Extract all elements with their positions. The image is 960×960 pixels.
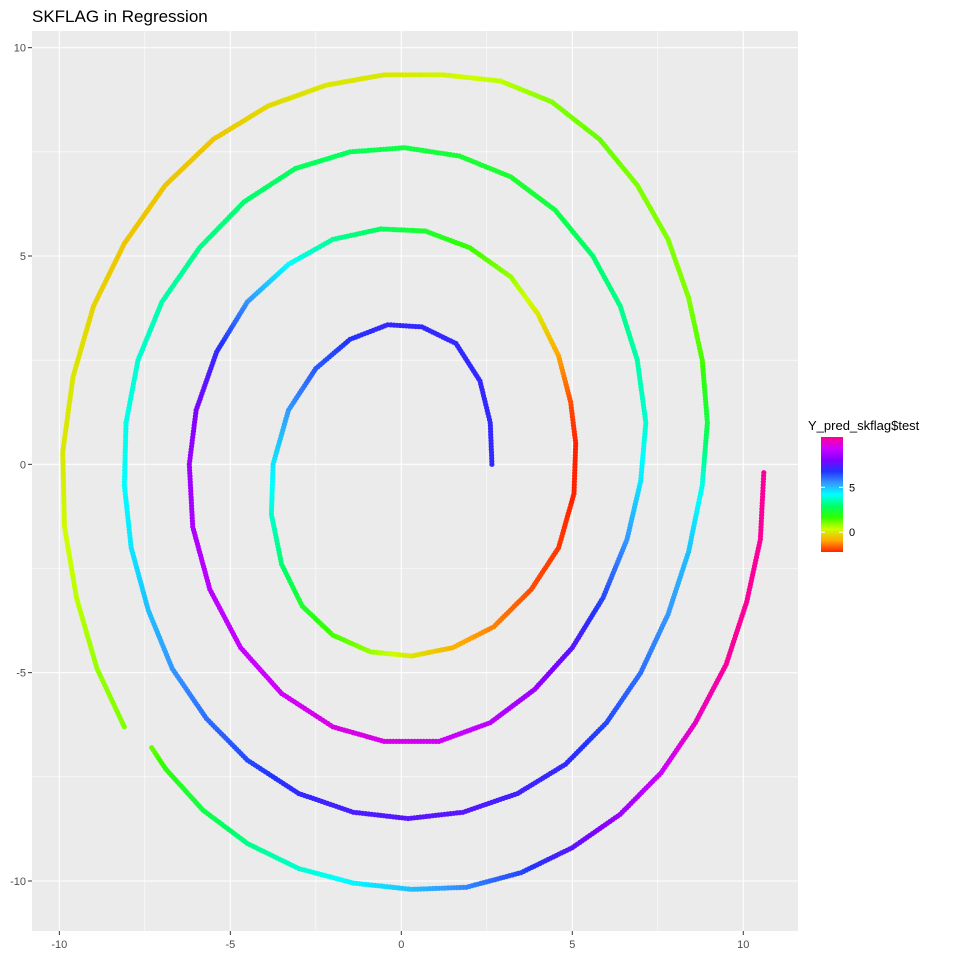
plot-panel	[32, 31, 798, 931]
y-tick-label: -5	[16, 668, 26, 680]
grid-lines	[32, 31, 798, 931]
x-tick-label: 5	[569, 939, 575, 951]
data-points	[60, 72, 767, 892]
y-tick-label: 0	[20, 459, 26, 471]
y-tick-label: 10	[14, 43, 26, 55]
legend: Y_pred_skflag$test 5 0	[808, 418, 920, 552]
color-bar	[821, 437, 843, 552]
chart-title: SKFLAG in Regression	[32, 7, 208, 26]
legend-tick-label: 0	[849, 527, 855, 539]
data-point	[121, 724, 127, 730]
legend-tick-label: 5	[849, 482, 855, 494]
y-tick-label: 5	[20, 251, 26, 263]
x-tick-label: 0	[398, 939, 404, 951]
x-tick-label: -5	[225, 939, 235, 951]
data-point	[761, 470, 767, 476]
x-tick-label: 10	[737, 939, 749, 951]
legend-title: Y_pred_skflag$test	[808, 418, 920, 433]
y-tick-label: -10	[10, 876, 26, 888]
axis-ticks: -10 -5 0 5 10 -10 -5 0 5 10	[10, 43, 749, 951]
x-tick-label: -10	[51, 939, 67, 951]
